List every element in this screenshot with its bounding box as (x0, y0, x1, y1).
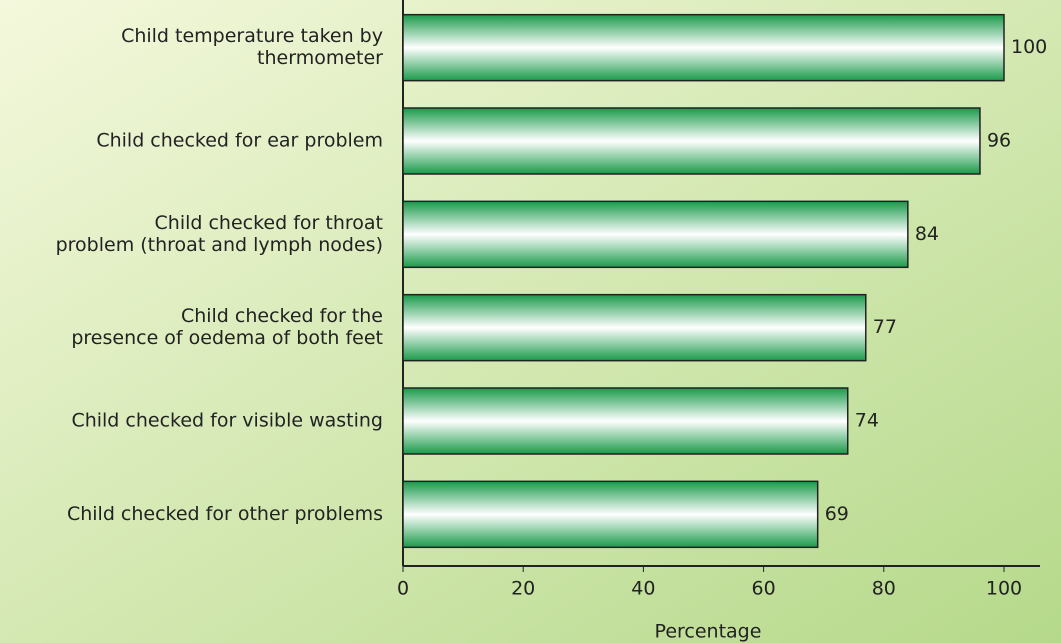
y-tick-label: Child checked for the (181, 305, 383, 327)
x-axis-label: Percentage (655, 621, 762, 643)
y-tick-label: thermometer (257, 47, 383, 69)
bar (402, 480, 819, 549)
x-tick-label: 60 (752, 578, 776, 600)
x-tick-label: 80 (872, 578, 896, 600)
bar (402, 200, 909, 269)
value-label: 84 (915, 223, 939, 245)
bar (402, 13, 1005, 82)
value-label: 69 (825, 503, 849, 525)
bar (402, 387, 849, 455)
x-tick-label: 0 (397, 578, 409, 600)
value-label: 100 (1011, 36, 1047, 58)
value-label: 77 (873, 316, 897, 338)
y-tick-label: Child checked for throat (155, 212, 383, 234)
x-tick-label: 20 (511, 578, 535, 600)
value-label: 96 (987, 130, 1011, 152)
y-tick-label: Child checked for visible wasting (71, 410, 383, 432)
y-tick-label: problem (throat and lymph nodes) (56, 234, 383, 256)
y-tick-label: presence of oedema of both feet (71, 327, 383, 349)
x-tick-label: 100 (986, 578, 1022, 600)
bar (402, 107, 981, 175)
y-tick-label: Child checked for other problems (67, 503, 383, 525)
y-tick-label: Child temperature taken by (121, 25, 383, 47)
y-tick-label: Child checked for ear problem (96, 130, 383, 152)
bar (402, 293, 867, 362)
x-tick-label: 40 (631, 578, 655, 600)
value-label: 74 (855, 410, 879, 432)
